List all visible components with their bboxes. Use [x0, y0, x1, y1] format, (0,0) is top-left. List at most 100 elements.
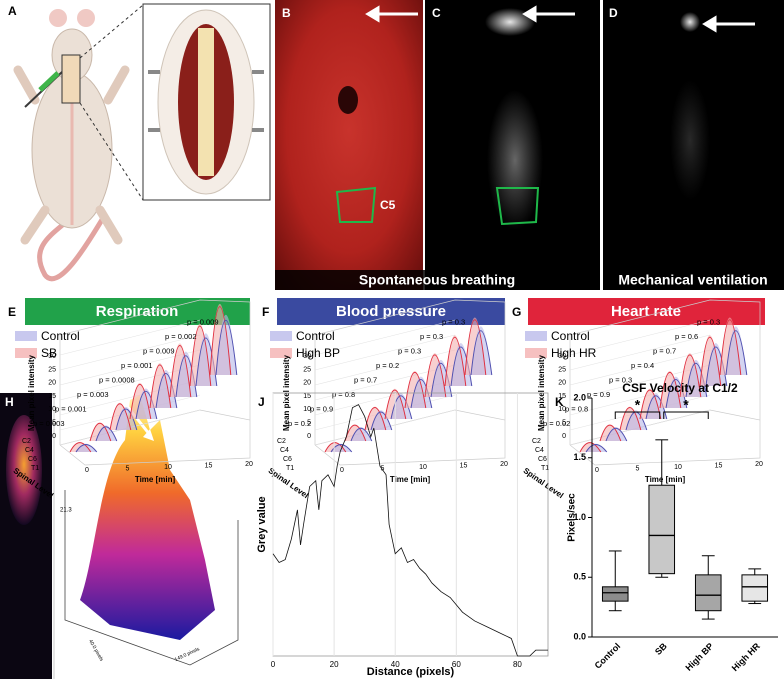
fluorescence-blob	[680, 12, 700, 32]
level-label: C2	[277, 438, 286, 445]
y-tick-label: 10	[558, 406, 566, 413]
trace-line	[370, 411, 393, 431]
p-value: p = 0.9	[587, 390, 610, 399]
y-tick-label: 2.0	[573, 392, 586, 402]
caption: Spontaneous breathing	[359, 272, 515, 288]
p-value: p = 0.001	[121, 361, 153, 370]
trace-line	[424, 354, 447, 398]
trace-line	[95, 426, 118, 442]
trace-line	[149, 364, 172, 409]
trace-line	[169, 345, 192, 398]
legend-label: Control	[41, 329, 80, 343]
x-axis-label: Time [min]	[645, 475, 686, 484]
y-tick-label: 1.0	[573, 512, 586, 522]
panel-letter: J	[258, 395, 265, 409]
trace-band	[431, 359, 452, 397]
y-tick-label: 5	[52, 420, 56, 427]
surface-label: 149.0 pixels	[174, 646, 201, 663]
p-value: p = 0.3	[609, 375, 632, 384]
panel-letter: K	[555, 395, 564, 409]
legend-label: High BP	[296, 346, 340, 360]
x-axis-label: Distance (pixels)	[367, 666, 455, 678]
trace-line	[679, 354, 702, 398]
x-tick-label: 60	[452, 660, 461, 669]
p-value: p = 0.3	[420, 332, 443, 341]
roi-outline	[335, 186, 377, 223]
x-tick-label: 10	[419, 464, 427, 471]
arrows	[365, 5, 755, 33]
x-tick-label: SB	[653, 641, 669, 657]
y-tick-label: 1.5	[573, 452, 586, 462]
y-tick-label: 0.0	[573, 631, 586, 641]
sig-bracket	[663, 411, 709, 419]
fluorescence-blob	[485, 8, 535, 36]
x-axis-label: Time [min]	[135, 475, 176, 484]
level-label: C2	[22, 438, 31, 445]
trace-line	[324, 442, 347, 453]
trace-line	[209, 306, 232, 376]
p-value: p = 0.009	[143, 346, 175, 355]
legend-label: High HR	[551, 346, 597, 360]
trace-line	[109, 403, 132, 431]
trace-line	[605, 427, 628, 442]
wall-grid	[59, 319, 201, 356]
y-tick-label: 0	[562, 433, 566, 440]
trace-line	[410, 379, 433, 409]
legend-label: SB	[41, 346, 57, 360]
trace-line	[390, 395, 413, 420]
trace-line	[619, 407, 642, 431]
trace-line	[699, 336, 722, 387]
trace-line	[639, 389, 662, 420]
y-tick-label: 25	[558, 366, 566, 373]
panel-title: Heart rate	[611, 303, 681, 320]
trace-line	[189, 325, 212, 387]
p-value: p = 0.0008	[99, 375, 135, 384]
p-value: p = 0.3	[442, 317, 465, 326]
plot-area	[272, 392, 549, 657]
legend-swatch	[270, 331, 292, 341]
box	[694, 574, 722, 612]
panel-letter: F	[262, 305, 269, 319]
x-tick-label: 5	[636, 465, 640, 472]
photo-spontaneous	[275, 0, 423, 290]
region-label: C5	[380, 198, 396, 212]
trace-line	[464, 319, 487, 376]
trace-line	[89, 422, 112, 442]
x-tick-label: 20	[245, 461, 253, 468]
trace-line	[330, 444, 353, 453]
legend-swatch	[525, 331, 547, 341]
p-value: p = 0.3	[398, 346, 421, 355]
level-label: C4	[280, 447, 289, 454]
trace-line	[350, 427, 373, 442]
rat-illustration	[13, 3, 271, 281]
trace-line	[404, 372, 427, 409]
y-tick-label: 5	[562, 420, 566, 427]
panel-letter: B	[282, 6, 291, 20]
trace-band	[686, 359, 707, 397]
y-axis-label: Grey value	[256, 496, 268, 552]
y-tick-label: 10	[303, 406, 311, 413]
y-tick-label: 15	[48, 393, 56, 400]
trace-band	[471, 326, 492, 375]
trace-band	[726, 326, 747, 375]
surface-label: 40.0 pixels	[87, 639, 104, 663]
y-tick-label: 20	[303, 380, 311, 387]
wall-grid	[314, 319, 456, 356]
x-tick-label: 15	[715, 462, 723, 469]
trace-line	[215, 320, 238, 376]
x-tick-label: 15	[205, 462, 213, 469]
y-tick-label: 20	[558, 380, 566, 387]
legend-swatch	[15, 331, 37, 341]
surface-plot	[64, 395, 239, 666]
header-bar	[277, 298, 505, 325]
trace-band	[156, 370, 177, 408]
x-tick-label: 15	[460, 462, 468, 469]
trace-line	[585, 444, 608, 453]
p-value: p = 0.3	[697, 317, 720, 326]
level-label: T1	[31, 465, 39, 472]
photo-detail	[338, 86, 358, 114]
trace-band	[216, 314, 237, 375]
sig-label: *	[635, 397, 641, 413]
level-label: C6	[538, 456, 547, 463]
